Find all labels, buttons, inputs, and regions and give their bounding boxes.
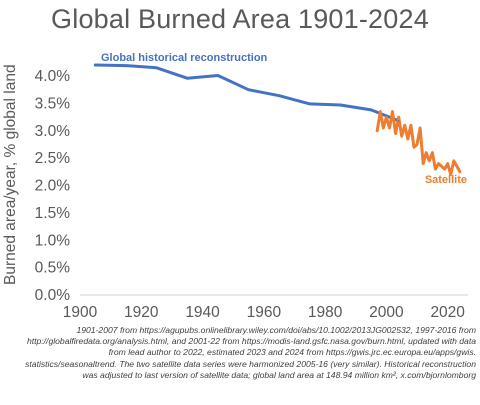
x-tick-label: 1980: [308, 304, 343, 321]
historical-data-point: [309, 103, 311, 105]
satellite-data-point: [431, 151, 434, 154]
y-tick-label: 0.5%: [35, 260, 71, 277]
series-label-historical: Global historical reconstruction: [101, 52, 268, 64]
satellite-data-point: [459, 171, 461, 173]
satellite-data-point: [382, 127, 385, 129]
satellite-data-point: [446, 162, 449, 165]
satellite-data-point: [440, 165, 443, 168]
y-tick-label: 2.5%: [35, 150, 71, 167]
satellite-data-point: [419, 127, 421, 129]
x-tick-label: 2020: [430, 304, 465, 321]
series-points: [94, 64, 461, 176]
satellite-data-point: [425, 151, 428, 154]
historical-data-point: [370, 109, 372, 111]
satellite-data-point: [422, 162, 424, 165]
satellite-data-point: [428, 160, 431, 162]
satellite-data-point: [397, 116, 400, 118]
satellite-data-point: [413, 146, 415, 148]
satellite-data-point: [376, 129, 379, 132]
x-tick-labels: 1900 1920 1940 1960 1980 2000 2020: [63, 304, 466, 321]
historical-data-point: [388, 116, 391, 118]
x-tick-label: 1900: [63, 304, 98, 321]
satellite-data-point: [410, 124, 412, 127]
x-tick-label: 2000: [369, 304, 404, 321]
series-label-satellite: Satellite: [425, 174, 467, 186]
historical-data-point: [278, 94, 280, 97]
historical-data-point: [397, 120, 400, 122]
y-tick-label: 1.0%: [35, 232, 71, 249]
satellite-data-point: [379, 110, 382, 113]
satellite-data-point: [394, 132, 397, 135]
historical-data-point: [186, 77, 189, 79]
series-lines: [93, 63, 462, 177]
satellite-data-point: [443, 168, 446, 170]
x-tick-label: 1940: [185, 304, 220, 321]
x-tick-label: 1960: [247, 304, 282, 321]
satellite-data-point: [391, 110, 394, 113]
historical-data-point: [339, 104, 342, 106]
satellite-data-point: [403, 124, 406, 127]
historical-data-point: [155, 66, 158, 69]
x-tick-label: 1920: [124, 304, 159, 321]
y-tick-label: 3.0%: [35, 123, 71, 140]
satellite-data-point: [449, 173, 452, 176]
satellite-data-point: [407, 138, 409, 140]
y-tick-labels: 0.0% 0.5% 1.0% 1.5% 2.0% 2.5% 3.0% 3.5% 4.0%: [35, 68, 71, 304]
y-tick-label: 3.5%: [35, 95, 71, 112]
satellite-series-line: [375, 110, 462, 177]
historical-data-point: [94, 64, 97, 66]
historical-series-line: [93, 63, 401, 123]
historical-data-point: [217, 74, 219, 77]
historical-data-point: [125, 64, 127, 67]
satellite-data-point: [434, 168, 437, 170]
satellite-data-point: [416, 143, 418, 146]
satellite-data-point: [400, 135, 403, 138]
satellite-data-point: [388, 127, 391, 129]
source-footnote: 1901-2007 from https://agupubs.onlinelib…: [25, 325, 476, 380]
satellite-data-point: [385, 116, 388, 118]
chart-title: Global Burned Area 1901-2024: [51, 4, 429, 34]
historical-data-point: [247, 88, 250, 91]
y-tick-label: 4.0%: [35, 68, 71, 85]
satellite-data-point: [437, 162, 440, 165]
y-tick-label: 2.0%: [35, 178, 71, 195]
satellite-data-point: [456, 165, 458, 168]
y-tick-label: 1.5%: [35, 205, 71, 222]
satellite-data-point: [453, 160, 455, 162]
y-tick-label: 0.0%: [35, 287, 71, 304]
